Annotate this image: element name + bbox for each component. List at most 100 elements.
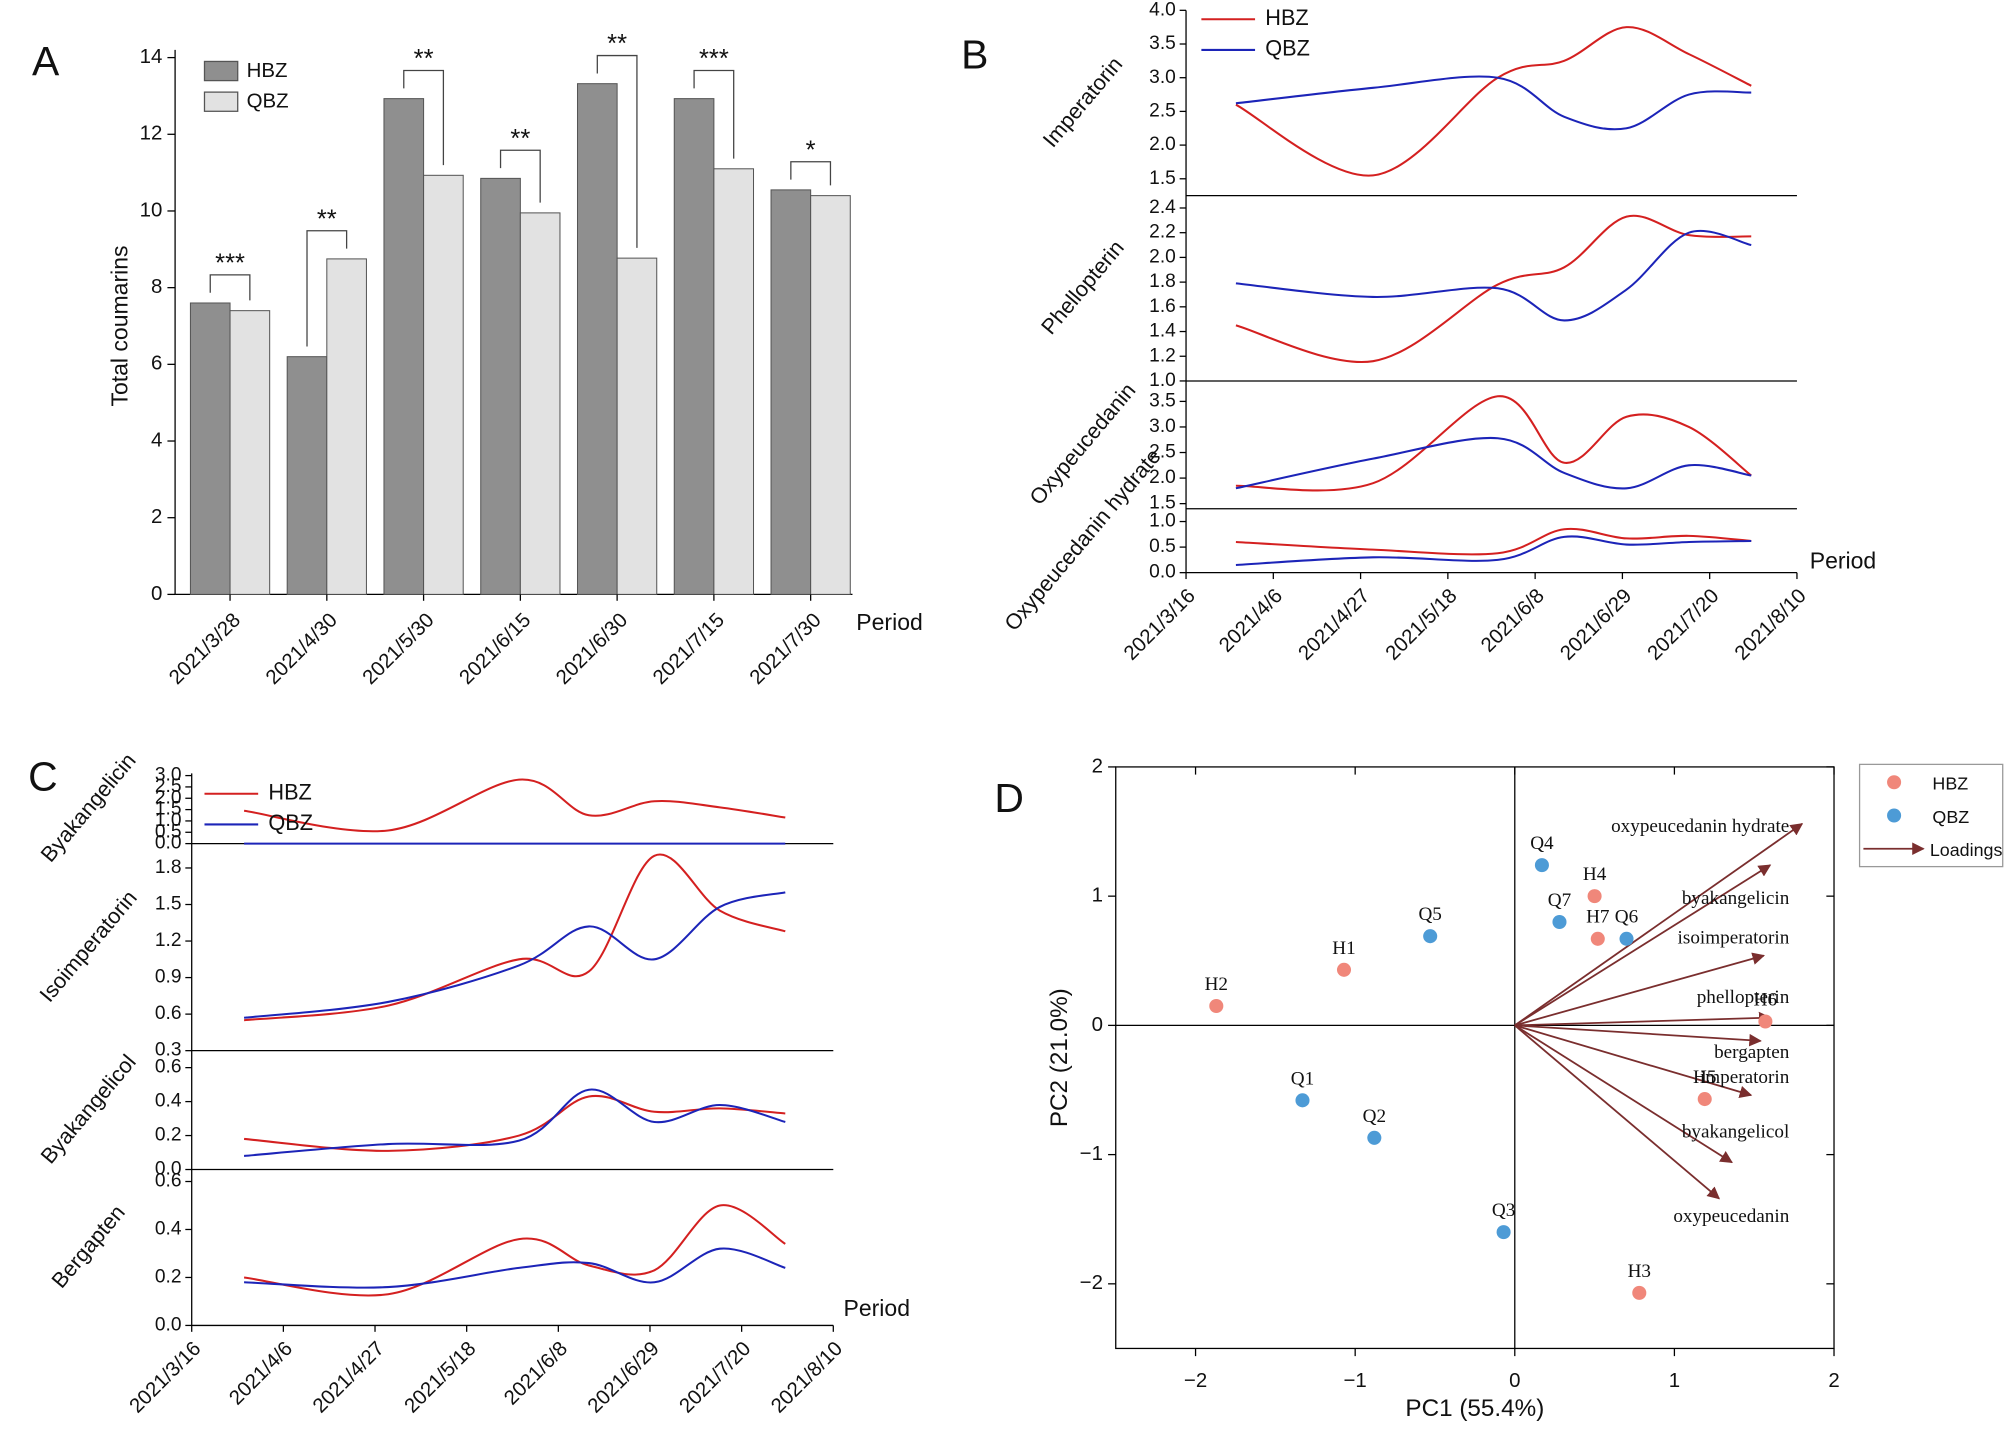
- x-tick-label: 2021/3/16: [1119, 584, 1200, 665]
- significance-bracket: [403, 69, 445, 166]
- x-tick-label: 2021/3/16: [125, 1337, 206, 1418]
- y-tick-label: 1.0: [155, 810, 182, 831]
- bar: [326, 258, 367, 595]
- loading-arrow: [1514, 823, 1804, 1027]
- point-label: H1: [1332, 938, 1355, 959]
- y-tick-label: 6: [151, 352, 162, 375]
- significance-label: **: [317, 205, 337, 233]
- bar: [713, 168, 755, 595]
- y-tick-label: 0.5: [1149, 536, 1176, 557]
- series-line: [243, 891, 786, 1019]
- y-tick-label: 0.2: [155, 1267, 182, 1288]
- x-tick-label: 2021/4/27: [308, 1337, 389, 1418]
- legend-label: HBZ: [1265, 5, 1308, 30]
- y-tick-label: 1.8: [1149, 271, 1176, 292]
- significance-bracket: [306, 230, 348, 347]
- y-tick-label: 12: [140, 122, 163, 145]
- y-tick-label: 10: [140, 198, 163, 221]
- point-label: Q2: [1363, 1106, 1386, 1127]
- x-axis-title: PC1 (55.4%): [1405, 1395, 1544, 1422]
- subplot-label: Bergapten: [46, 1200, 130, 1293]
- loading-arrow: [1514, 1024, 1762, 1047]
- point: [1590, 931, 1605, 946]
- point: [1587, 889, 1602, 904]
- y-tick-label: 3.0: [1149, 416, 1176, 437]
- x-tick-label: 0: [1509, 1369, 1520, 1392]
- series-line: [1235, 75, 1752, 131]
- y-tick-label: 1.0: [1149, 370, 1176, 391]
- loading-label: byakangelicol: [1682, 1121, 1789, 1142]
- y-tick-label: 2: [1092, 754, 1103, 777]
- legend-label: HBZ: [268, 780, 311, 805]
- x-tick-label: 2021/6/29: [1556, 584, 1637, 665]
- legend-label: QBZ: [247, 90, 289, 113]
- point-label: Q1: [1291, 1068, 1314, 1089]
- loading-label: phellopterin: [1697, 987, 1790, 1008]
- panel-label: A: [32, 38, 60, 84]
- subplot-label: Phellopterin: [1036, 235, 1129, 339]
- legend-frame: [1858, 763, 2004, 868]
- subplot-label: Isoimperatorin: [34, 885, 142, 1006]
- series-line: [1235, 527, 1752, 556]
- point-label: Q7: [1548, 890, 1572, 911]
- point: [1758, 1014, 1773, 1029]
- y-tick-label: 3.0: [155, 765, 182, 786]
- x-tick-label: 2021/3/28: [165, 608, 246, 689]
- y-tick-label: 2.0: [1149, 467, 1176, 488]
- y-tick-label: 1: [1092, 884, 1103, 907]
- point: [1209, 998, 1224, 1014]
- y-tick-label: −1: [1080, 1142, 1103, 1165]
- y-axis-title: Total coumarins: [106, 245, 132, 406]
- significance-label: *: [806, 136, 816, 164]
- point: [1534, 858, 1549, 873]
- plot-frame: [1115, 766, 1835, 1350]
- significance-bracket: [499, 149, 541, 203]
- y-tick-label: 2.5: [1149, 100, 1176, 121]
- y-tick-label: 4: [151, 428, 162, 451]
- series-line: [243, 1088, 786, 1157]
- x-tick-label: 2021/4/30: [261, 608, 342, 689]
- x-tick-label: −1: [1344, 1369, 1367, 1392]
- x-tick-label: 2021/7/15: [648, 608, 729, 689]
- point: [1496, 1225, 1511, 1240]
- bar: [229, 310, 271, 595]
- y-tick-label: 0.4: [155, 1219, 182, 1240]
- series-line: [243, 778, 786, 833]
- y-tick-label: 8: [151, 275, 162, 298]
- subplot-label: Imperatorin: [1038, 52, 1128, 152]
- bar: [519, 212, 561, 595]
- y-tick-label: 1.5: [1149, 493, 1176, 514]
- y-tick-label: 1.5: [155, 799, 182, 820]
- x-tick-label: 2: [1828, 1369, 1839, 1392]
- series-line: [243, 853, 786, 1022]
- x-tick-label: 2021/7/30: [745, 608, 826, 689]
- y-axis-title: PC2 (21.0%): [1046, 988, 1073, 1127]
- y-tick-label: 0.0: [155, 1315, 182, 1336]
- y-tick-label: 2.0: [1149, 246, 1176, 267]
- significance-bracket: [790, 161, 832, 186]
- series-line: [1235, 395, 1752, 492]
- y-tick-label: 14: [140, 45, 163, 68]
- panel-label: C: [28, 754, 58, 800]
- bar: [770, 189, 812, 595]
- bar: [286, 356, 328, 595]
- point: [1552, 914, 1567, 930]
- x-tick-label: 2021/6/15: [455, 608, 536, 689]
- loading-arrow: [1514, 1024, 1733, 1164]
- legend-label: QBZ: [268, 810, 313, 835]
- x-tick-label: 2021/6/30: [552, 608, 633, 689]
- point-label: H5: [1693, 1067, 1716, 1088]
- loading-label: oxypeucedanin hydrate: [1611, 816, 1789, 837]
- x-tick-label: 2021/4/6: [1215, 584, 1288, 657]
- y-tick-label: 1.5: [1149, 168, 1176, 189]
- x-tick-label: 2021/7/20: [675, 1337, 756, 1418]
- bar: [616, 257, 658, 595]
- y-tick-label: 0: [1092, 1013, 1103, 1036]
- series-line: [243, 1094, 786, 1152]
- x-axis-title: Period: [856, 609, 922, 635]
- x-axis-title: Period: [844, 1295, 910, 1321]
- point-label: H3: [1628, 1261, 1651, 1282]
- bar: [673, 98, 715, 595]
- x-tick-label: 2021/6/8: [1476, 584, 1549, 657]
